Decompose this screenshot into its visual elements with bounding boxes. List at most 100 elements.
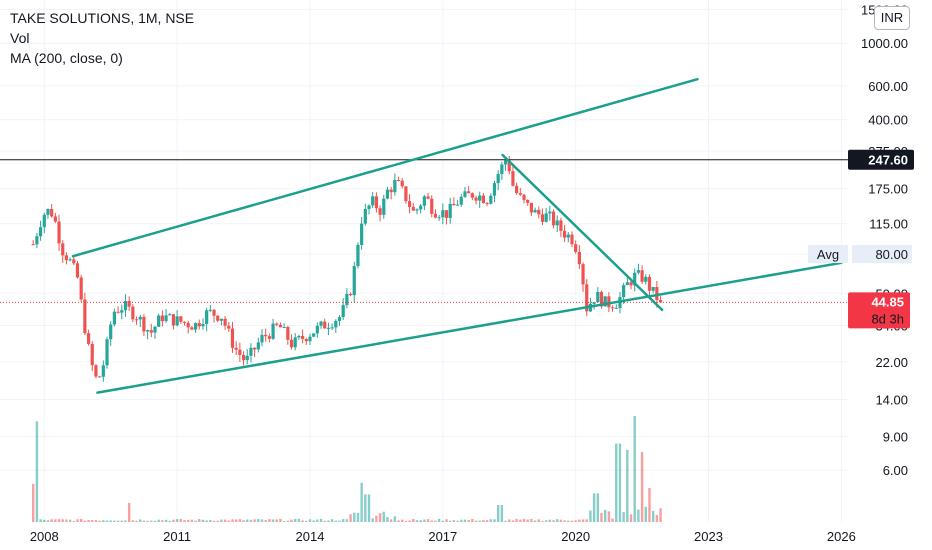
candle-body [282,327,286,329]
volume-bar [32,483,35,522]
x-axis: 2008 2011 2014 2017 2020 2023 2026 [30,529,856,544]
candle-body [216,315,220,321]
volume-bar [79,518,83,522]
volume-bar [441,520,445,522]
volume-bar [592,493,596,522]
candle-body [404,186,408,202]
volume-bar [275,519,278,522]
volume-bar [360,482,363,522]
candle-body [227,325,231,329]
volume-bar [260,519,264,522]
volume-bar [489,519,492,522]
candle-body [146,330,150,332]
trendline [96,261,843,394]
x-tick-label: 2017 [428,529,457,544]
volume-bar [308,519,312,522]
candle-body [267,336,271,339]
x-tick-label: 2008 [30,529,59,544]
last-price-flag-bg [848,292,910,329]
volume-bar [282,520,286,522]
candle-body [35,236,39,245]
candle-body [98,376,102,378]
legend-symbol[interactable]: TAKE SOLUTIONS, 1M, NSE [10,10,195,26]
volume-bar [286,520,290,522]
candle-body [489,195,493,204]
candle-body [234,347,238,350]
hline-flag: 247.60 [848,149,914,170]
candle-body [348,293,353,296]
volume-bar [437,518,441,522]
candle-body [253,347,257,350]
volume-bar [500,505,504,522]
candle-body [275,323,279,325]
avg-label: Avg [817,247,839,262]
volume-bar [349,514,352,522]
candle-body [46,208,50,215]
candle-body [371,196,375,206]
candle-body [330,327,334,329]
volume-bar [356,512,360,522]
candle-body [389,189,393,193]
volume-bar [175,519,179,522]
avg-value-bg [852,245,912,264]
candle-body [385,189,390,199]
candle-body [175,316,179,326]
volume-bar [190,519,194,522]
candle-body [38,227,43,237]
candle-body [286,327,290,340]
y-tick-label: 1000.00 [861,36,908,51]
legend-volume[interactable]: Vol [10,30,30,46]
hline-flag-label: 247.60 [868,153,908,168]
candle-body [441,210,445,218]
candle-body [537,209,541,215]
grid-lines [0,0,848,522]
candle-body [415,209,419,211]
candle-body [470,193,474,198]
volume-bar [600,512,603,522]
volume-bar [220,519,223,522]
candle-body [481,195,486,204]
candle-body [622,285,626,298]
candle-body [382,198,386,215]
volume-bar [91,520,94,522]
y-tick-label: 14.00 [875,393,908,408]
candle-body [474,197,478,201]
candle-body [555,220,559,226]
y-tick-label: 400.00 [868,113,908,128]
candle-body [492,183,497,196]
volume-bar [330,519,334,522]
volume-bar [574,520,577,522]
volume-bar [238,519,242,522]
candle-body [562,230,567,238]
legend-ma[interactable]: MA (200, close, 0) [10,50,123,66]
volume-bar [102,520,105,522]
volume-bar [563,520,566,522]
volume-bar [412,518,415,522]
candle-body [249,347,253,356]
volume-bar [168,520,171,522]
volume-bar [651,510,655,522]
volume-bar [367,494,371,522]
volume-bar [378,513,382,522]
candle-body [515,185,519,194]
candle-body [599,291,604,307]
volume-bar [345,519,349,522]
volume-bar [139,519,142,522]
volume-bar [212,520,216,522]
candle-body [396,180,401,182]
volume-bar [537,519,540,522]
volume-bar [408,520,411,522]
candle-body [426,196,430,199]
volume-bar [423,519,426,522]
volume-bar [268,519,271,522]
currency-badge[interactable]: INR [874,6,910,30]
y-tick-label: 175.00 [868,182,908,197]
candle-body [312,333,316,337]
candle-body [326,327,331,329]
last-price-label: 44.85 [871,294,904,309]
candle-body [596,291,600,303]
candle-body [341,304,345,318]
volume-bar [50,519,53,522]
volume-bar [607,511,611,522]
